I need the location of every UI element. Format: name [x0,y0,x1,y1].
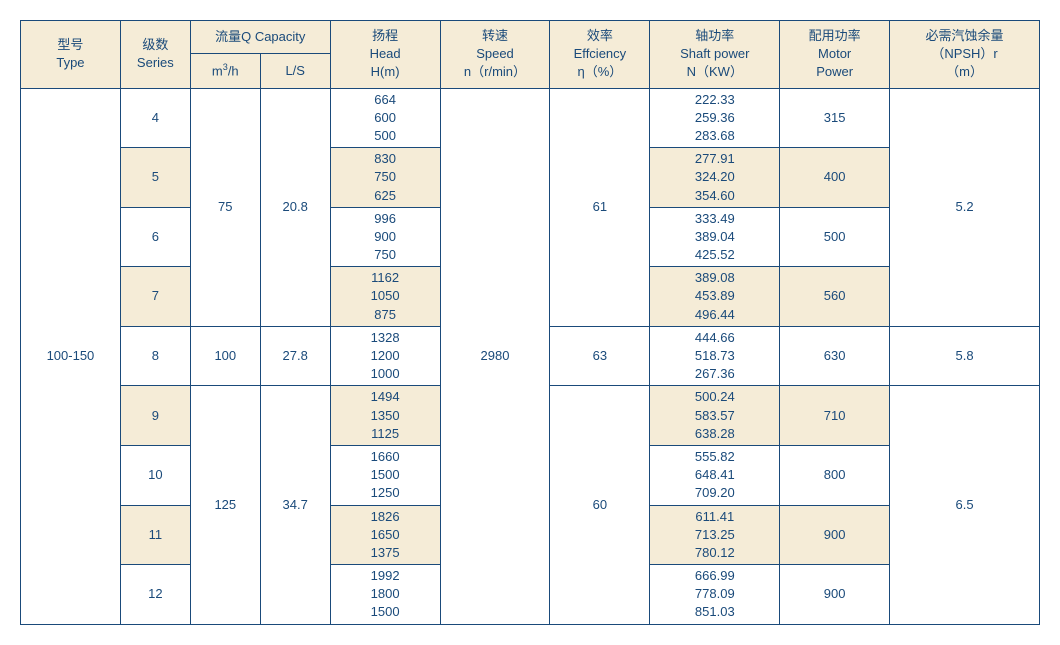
header-motor-power: 配用功率 Motor Power [780,21,890,89]
capacity-m3h-cell: 75 [190,88,260,326]
efficiency-cell: 60 [550,386,650,624]
motor-power-cell: 900 [780,565,890,625]
series-cell: 12 [120,565,190,625]
head-cell: 664 600 500 [330,88,440,148]
series-cell: 7 [120,267,190,327]
head-cell: 1162 1050 875 [330,267,440,327]
head-cell: 830 750 625 [330,148,440,208]
motor-power-cell: 315 [780,88,890,148]
head-cell: 1826 1650 1375 [330,505,440,565]
series-cell: 6 [120,207,190,267]
npsh-cell: 5.8 [890,326,1040,386]
series-cell: 9 [120,386,190,446]
shaft-power-cell: 277.91 324.20 354.60 [650,148,780,208]
head-cell: 996 900 750 [330,207,440,267]
motor-power-cell: 560 [780,267,890,327]
shaft-power-cell: 222.33 259.36 283.68 [650,88,780,148]
shaft-power-cell: 611.41 713.25 780.12 [650,505,780,565]
header-type: 型号 Type [21,21,121,89]
table-row: 100-15047520.8664 600 500298061222.33 25… [21,88,1040,148]
series-cell: 5 [120,148,190,208]
header-speed: 转速 Speed n（r/min） [440,21,550,89]
shaft-power-cell: 666.99 778.09 851.03 [650,565,780,625]
shaft-power-cell: 389.08 453.89 496.44 [650,267,780,327]
shaft-power-cell: 333.49 389.04 425.52 [650,207,780,267]
head-cell: 1660 1500 1250 [330,445,440,505]
header-capacity-group: 流量Q Capacity [190,21,330,54]
motor-power-cell: 630 [780,326,890,386]
efficiency-cell: 63 [550,326,650,386]
capacity-m3h-cell: 125 [190,386,260,624]
shaft-power-cell: 444.66 518.73 267.36 [650,326,780,386]
header-efficiency: 效率 Effciency η（%） [550,21,650,89]
capacity-ls-cell: 20.8 [260,88,330,326]
series-cell: 10 [120,445,190,505]
efficiency-cell: 61 [550,88,650,326]
header-capacity-m3h: m3/h [190,54,260,89]
series-cell: 8 [120,326,190,386]
capacity-ls-cell: 34.7 [260,386,330,624]
series-cell: 4 [120,88,190,148]
pump-spec-table: 型号 Type 级数 Series 流量Q Capacity 扬程 Head H… [20,20,1040,625]
table-header: 型号 Type 级数 Series 流量Q Capacity 扬程 Head H… [21,21,1040,89]
capacity-ls-cell: 27.8 [260,326,330,386]
npsh-cell: 5.2 [890,88,1040,326]
capacity-m3h-cell: 100 [190,326,260,386]
header-series: 级数 Series [120,21,190,89]
head-cell: 1494 1350 1125 [330,386,440,446]
header-shaft-power: 轴功率 Shaft power N（KW） [650,21,780,89]
header-capacity-ls: L/S [260,54,330,89]
motor-power-cell: 500 [780,207,890,267]
type-cell: 100-150 [21,88,121,624]
motor-power-cell: 400 [780,148,890,208]
motor-power-cell: 710 [780,386,890,446]
motor-power-cell: 900 [780,505,890,565]
head-cell: 1992 1800 1500 [330,565,440,625]
shaft-power-cell: 500.24 583.57 638.28 [650,386,780,446]
npsh-cell: 6.5 [890,386,1040,624]
header-npsh: 必需汽蚀余量 （NPSH）r （m） [890,21,1040,89]
head-cell: 1328 1200 1000 [330,326,440,386]
speed-cell: 2980 [440,88,550,624]
shaft-power-cell: 555.82 648.41 709.20 [650,445,780,505]
header-head: 扬程 Head H(m) [330,21,440,89]
table-body: 100-15047520.8664 600 500298061222.33 25… [21,88,1040,624]
motor-power-cell: 800 [780,445,890,505]
series-cell: 11 [120,505,190,565]
